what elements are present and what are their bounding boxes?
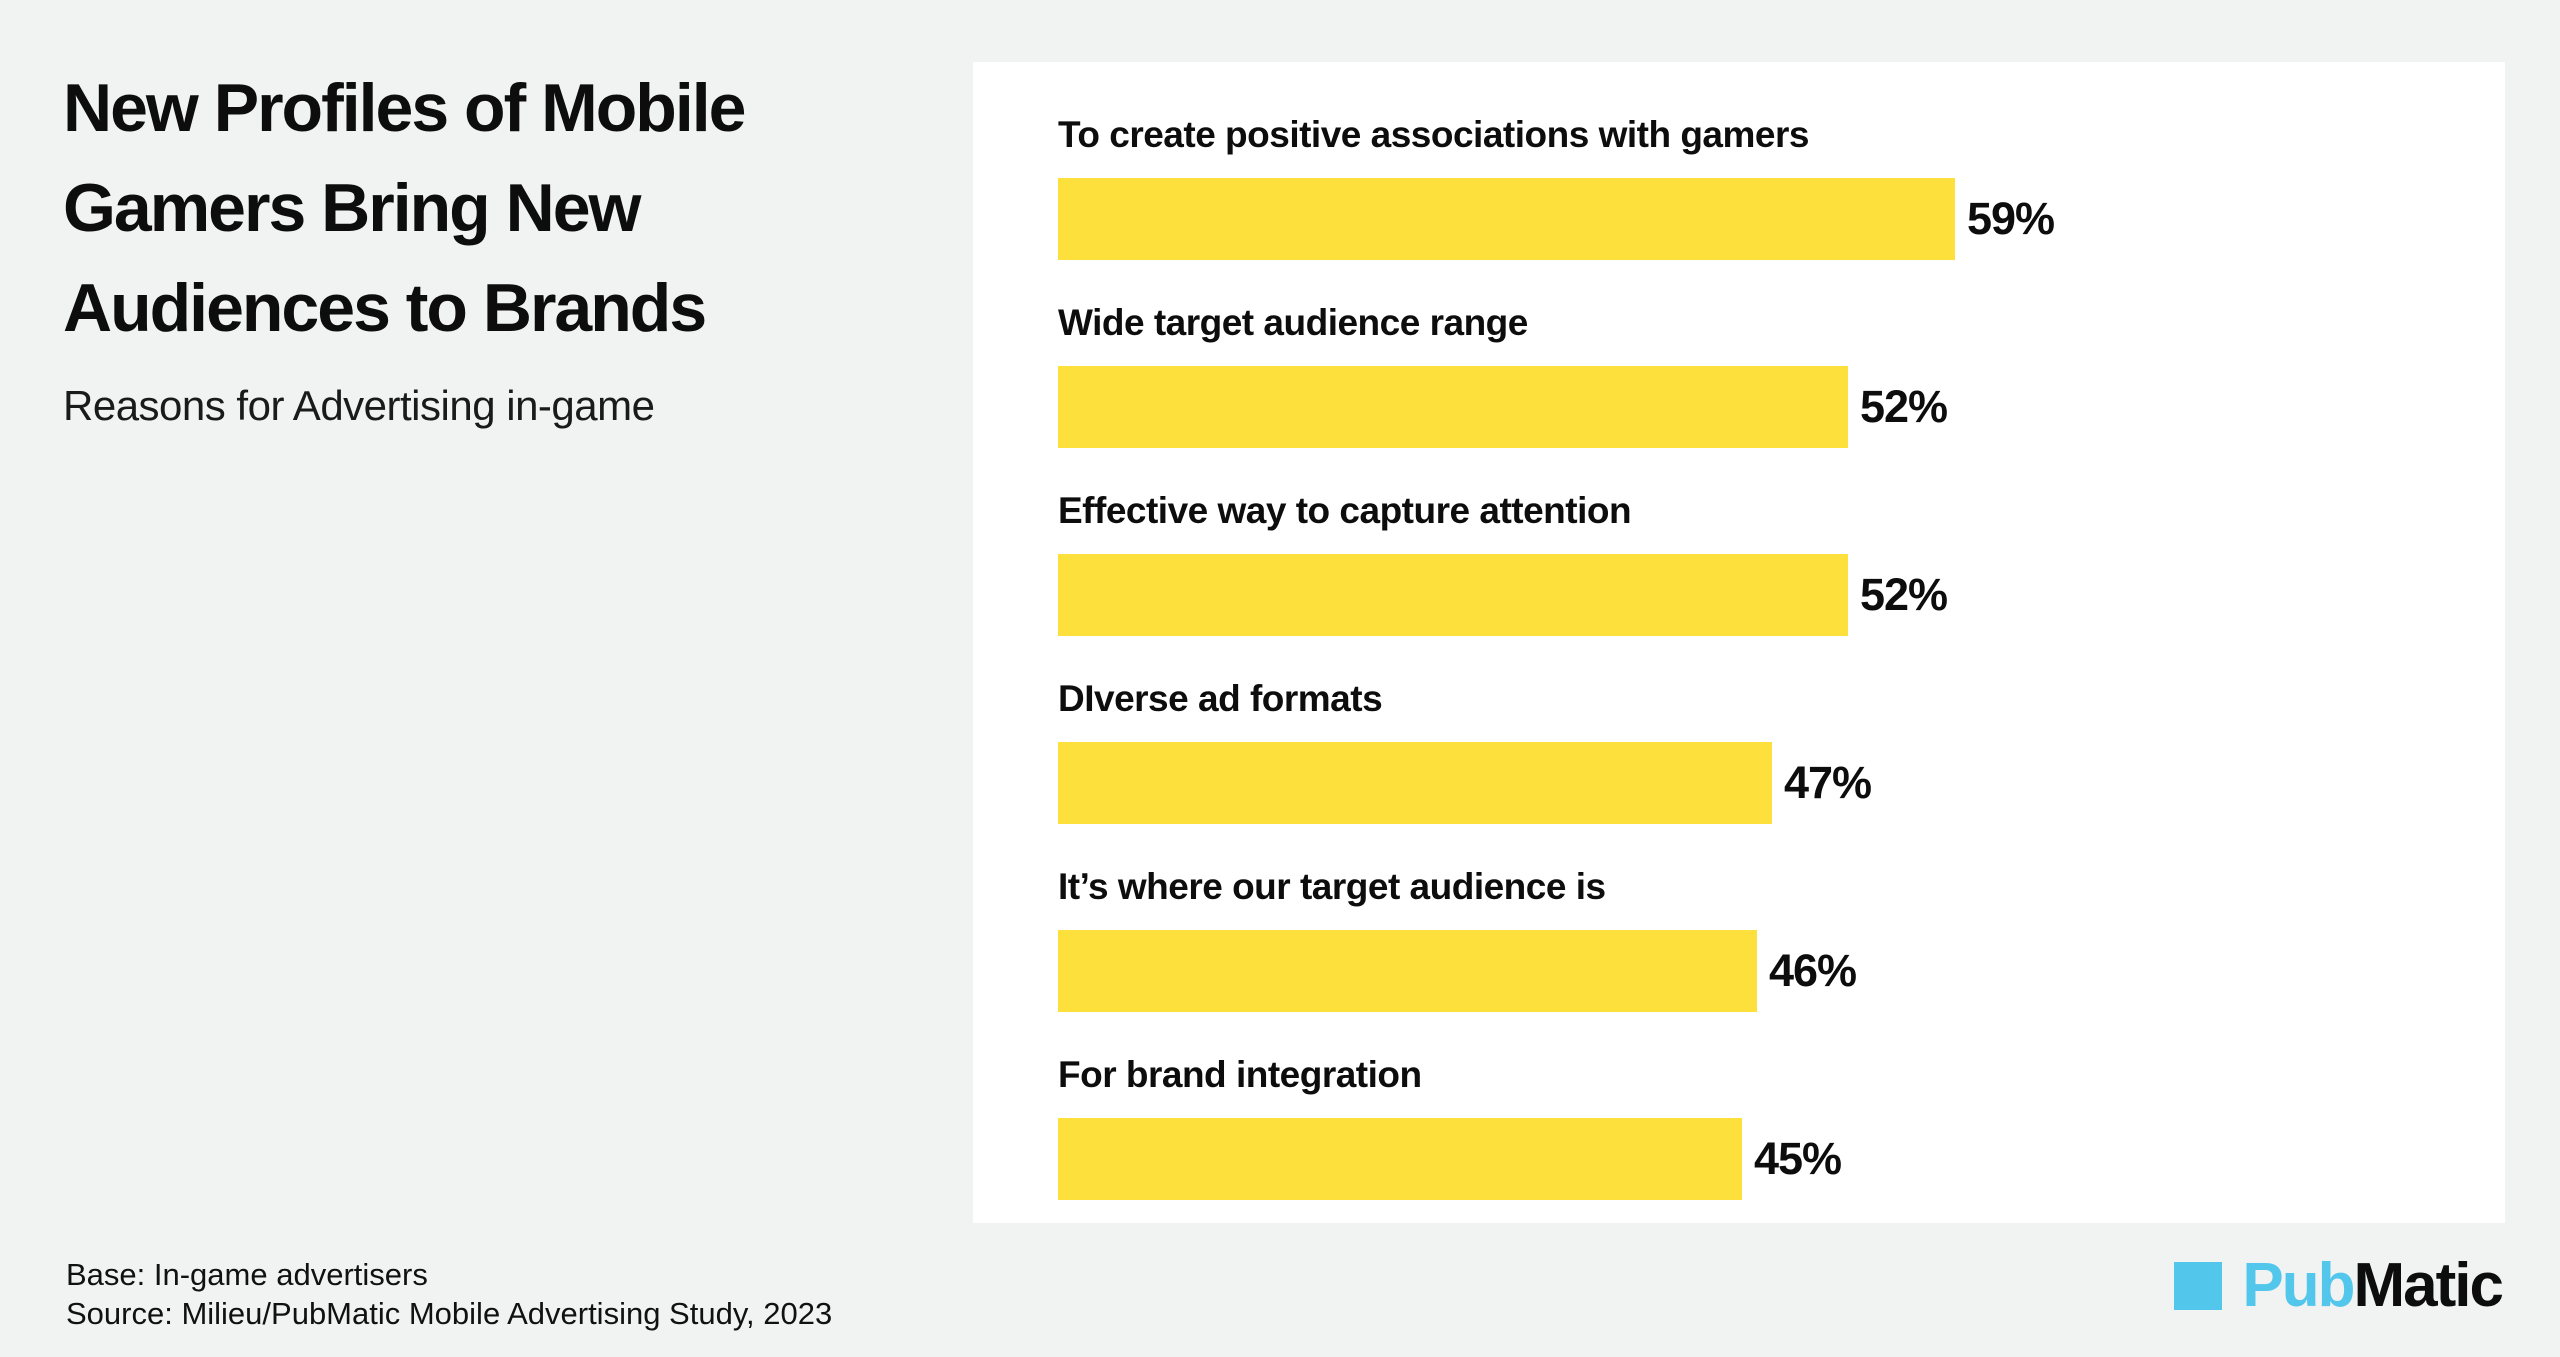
pubmatic-logo-text: PubMatic <box>2242 1255 2504 1317</box>
bar-label: Effective way to capture attention <box>1058 490 1632 531</box>
bar-label: To create positive associations with gam… <box>1058 114 1809 155</box>
bar-row: Effective way to capture attention 52% <box>1058 488 2465 636</box>
bar <box>1058 554 1848 636</box>
pubmatic-logo-square-icon <box>2174 1262 2223 1310</box>
pubmatic-logo-text-pub: Pub <box>2242 1251 2355 1320</box>
bar-row: Wide target audience range 52% <box>1058 300 2465 448</box>
bar-line: 52% <box>1058 554 2465 636</box>
bar <box>1058 742 1772 824</box>
chart-card: To create positive associations with gam… <box>973 62 2505 1223</box>
bar-value: 59% <box>1967 193 2055 244</box>
bar <box>1058 178 1955 260</box>
bar-row: For brand integration 45% <box>1058 1052 2465 1200</box>
bar-rows: To create positive associations with gam… <box>1058 112 2465 1200</box>
bar-line: 52% <box>1058 366 2465 448</box>
bar <box>1058 1118 1742 1200</box>
page-title-line-1: New Profiles of Mobile <box>63 70 746 146</box>
bar-value: 45% <box>1754 1133 1842 1184</box>
bar-line: 45% <box>1058 1118 2465 1200</box>
bar-value: 52% <box>1860 381 1948 432</box>
bar-line: 47% <box>1058 742 2465 824</box>
bar-label: It’s where our target audience is <box>1058 866 1606 907</box>
bar-value: 46% <box>1769 945 1857 996</box>
bar-value: 47% <box>1784 757 1872 808</box>
bar-value: 52% <box>1860 569 1948 620</box>
header: New Profiles of Mobile Gamers Bring New … <box>63 58 963 430</box>
chart-subtitle: Reasons for Advertising in-game <box>63 382 655 429</box>
bar <box>1058 930 1757 1012</box>
bar-row: DIverse ad formats 47% <box>1058 676 2465 824</box>
bar-label: DIverse ad formats <box>1058 678 1383 719</box>
pubmatic-logo: PubMatic <box>2174 1255 2504 1317</box>
bar-label: For brand integration <box>1058 1054 1422 1095</box>
footer-source-note: Source: Milieu/PubMatic Mobile Advertisi… <box>66 1296 833 1331</box>
bar-line: 46% <box>1058 930 2465 1012</box>
bar-line: 59% <box>1058 178 2465 260</box>
footer-base-note: Base: In-game advertisers <box>66 1257 428 1292</box>
pubmatic-logo-text-matic: Matic <box>2353 1251 2504 1320</box>
bar <box>1058 366 1848 448</box>
page-title-line-2: Gamers Bring New <box>63 170 641 246</box>
bar-label: Wide target audience range <box>1058 302 1528 343</box>
page-title-line-3: Audiences to Brands <box>63 270 707 346</box>
bar-row: To create positive associations with gam… <box>1058 112 2465 260</box>
footer-notes: Base: In-game advertisers Source: Milieu… <box>66 1255 832 1333</box>
bar-row: It’s where our target audience is 46% <box>1058 864 2465 1012</box>
